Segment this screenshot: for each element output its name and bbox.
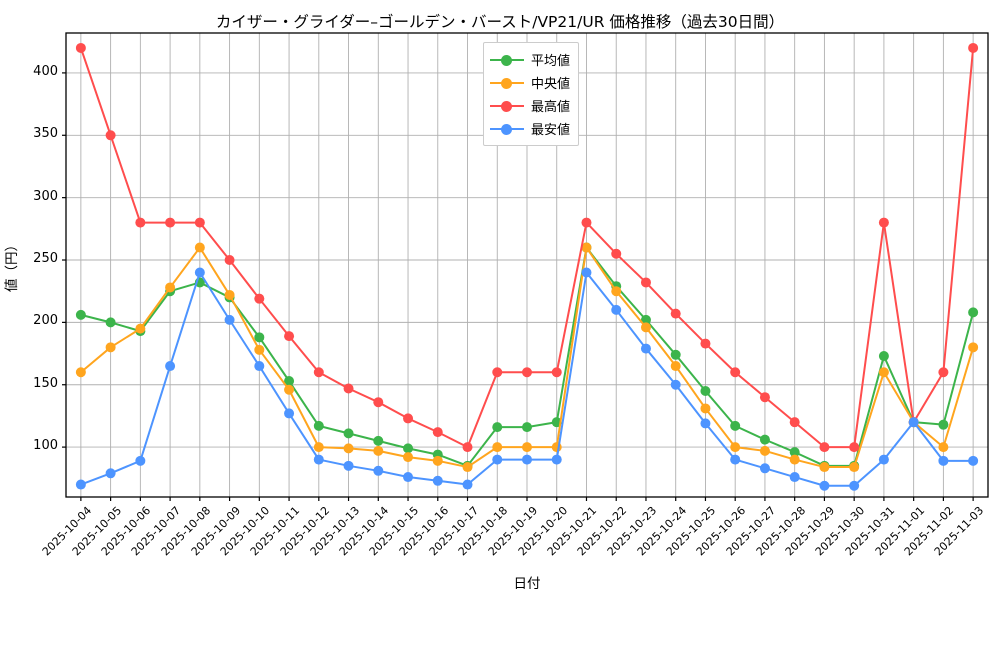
legend-label: 中央値	[531, 77, 571, 92]
y-tick-label: 250	[33, 251, 58, 266]
series-4	[75, 267, 979, 491]
legend-item-2[interactable]: 中央値	[490, 71, 570, 94]
x-axis-label: 日付	[513, 576, 541, 592]
tick-marks	[62, 72, 974, 501]
plot-area	[62, 32, 989, 501]
legend-marker-icon	[490, 53, 524, 67]
y-tick-label: 400	[33, 63, 58, 79]
chart-legend[interactable]: 平均値中央値最高値最安値	[483, 42, 580, 146]
legend-marker-icon	[490, 99, 524, 113]
legend-item-3[interactable]: 最高値	[490, 94, 570, 117]
legend-marker-icon	[490, 122, 524, 136]
y-axis-label: 値（円）	[4, 238, 20, 292]
legend-label: 最安値	[531, 123, 571, 138]
legend-label: 平均値	[531, 54, 571, 69]
legend-marker-icon	[490, 76, 524, 90]
series-3	[75, 42, 979, 453]
chart-figure: カイザー・グライダー–ゴールデン・バースト/VP21/UR 価格推移（過去30日…	[4, 13, 989, 592]
y-tick-label: 150	[33, 375, 58, 391]
y-tick-label: 300	[33, 188, 58, 204]
y-tick-label: 350	[33, 126, 58, 142]
legend-label: 最高値	[531, 100, 571, 115]
y-tick-label: 100	[33, 438, 58, 454]
y-tick-label: 200	[33, 313, 58, 329]
legend-item-4[interactable]: 最安値	[490, 117, 570, 140]
legend-item-1[interactable]: 平均値	[490, 48, 570, 71]
chart-title: カイザー・グライダー–ゴールデン・バースト/VP21/UR 価格推移（過去30日…	[215, 13, 785, 31]
